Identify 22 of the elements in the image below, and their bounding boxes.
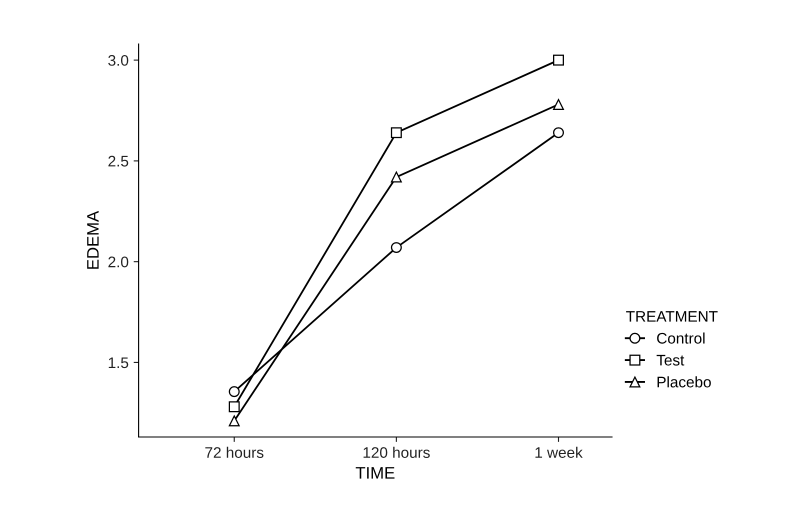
point <box>553 127 564 138</box>
point <box>228 401 240 412</box>
x-tick-label: 120 hours <box>364 446 430 458</box>
y-tick-label: 3.0 <box>108 54 128 66</box>
x-tick-label: 72 hours <box>205 446 264 458</box>
point <box>553 98 564 110</box>
legend-label: Control <box>657 332 705 344</box>
y-tick-label: 2.5 <box>108 156 128 167</box>
legend-label: Test <box>656 354 684 366</box>
point <box>390 242 402 254</box>
x-tick-label: 1 week <box>535 446 583 458</box>
legend-label: Placebo <box>658 376 711 388</box>
x-axis-title: TIME <box>356 467 394 479</box>
point <box>553 54 564 66</box>
point <box>390 172 402 182</box>
y-axis-title: EDEMA <box>87 210 99 269</box>
point <box>390 127 402 138</box>
point <box>228 415 240 426</box>
y-tick-label: 1.5 <box>108 357 128 368</box>
y-tick-label: 2.0 <box>108 256 128 268</box>
legend-title: TREATMENT <box>626 311 718 322</box>
point <box>228 386 240 398</box>
